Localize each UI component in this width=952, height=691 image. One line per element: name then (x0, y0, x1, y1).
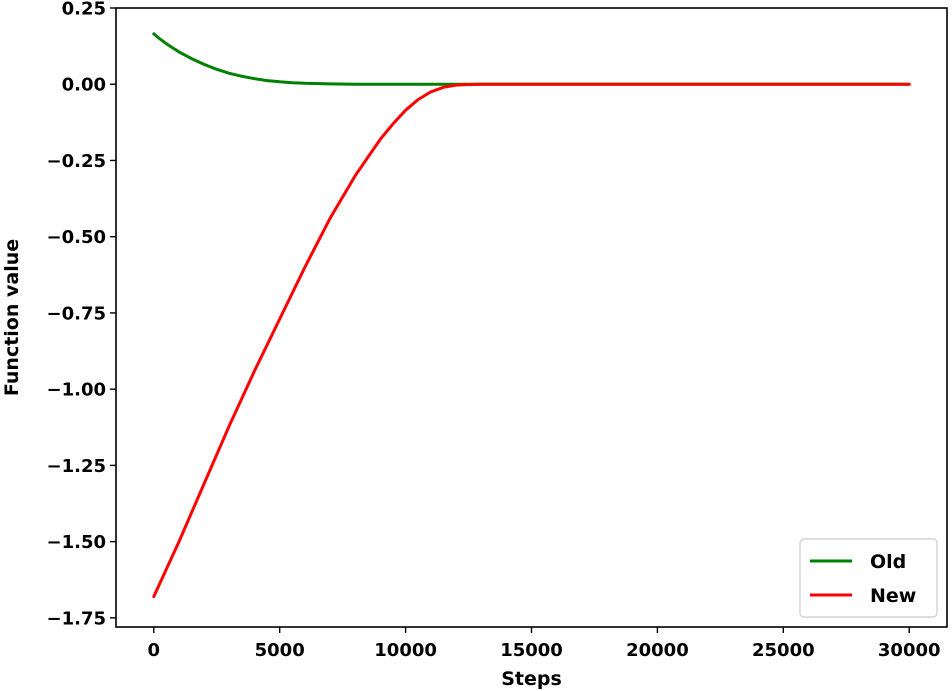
x-tick-label: 25000 (752, 640, 815, 661)
x-tick-label: 30000 (878, 640, 941, 661)
x-tick-label: 10000 (374, 640, 437, 661)
y-axis-label: Function value (1, 239, 23, 396)
x-tick-label: 20000 (626, 640, 689, 661)
y-tick-label: −1.00 (47, 380, 107, 401)
y-tick-label: −0.25 (47, 151, 107, 172)
plot-frame (115, 7, 948, 628)
y-tick-label: 0.00 (62, 75, 106, 96)
x-tick-label: 0 (148, 640, 161, 661)
y-tick-label: −1.75 (47, 608, 107, 629)
series-line-old (152, 32, 911, 86)
legend-label: New (870, 585, 916, 607)
y-tick-label: 0.25 (62, 0, 106, 20)
x-axis-label: Steps (501, 668, 562, 690)
legend-box (799, 538, 938, 618)
series-layer (152, 32, 911, 598)
x-tick-label: 5000 (255, 640, 305, 661)
legend: Old New (799, 538, 938, 618)
y-tick-label: −0.75 (47, 303, 107, 324)
y-tick-label: −1.25 (47, 456, 107, 477)
x-tick-label: 15000 (500, 640, 563, 661)
y-axis: 0.25 0.00 −0.25 −0.50 −0.75 −1.00 −1.25 −1.50 −1… (47, 0, 116, 629)
series-line-new (152, 82, 911, 598)
y-tick-label: −0.50 (47, 227, 107, 248)
legend-label: Old (870, 551, 906, 573)
y-tick-label: −1.50 (47, 532, 107, 553)
x-axis: 0 5000 10000 15000 20000 25000 30000 (148, 627, 941, 661)
